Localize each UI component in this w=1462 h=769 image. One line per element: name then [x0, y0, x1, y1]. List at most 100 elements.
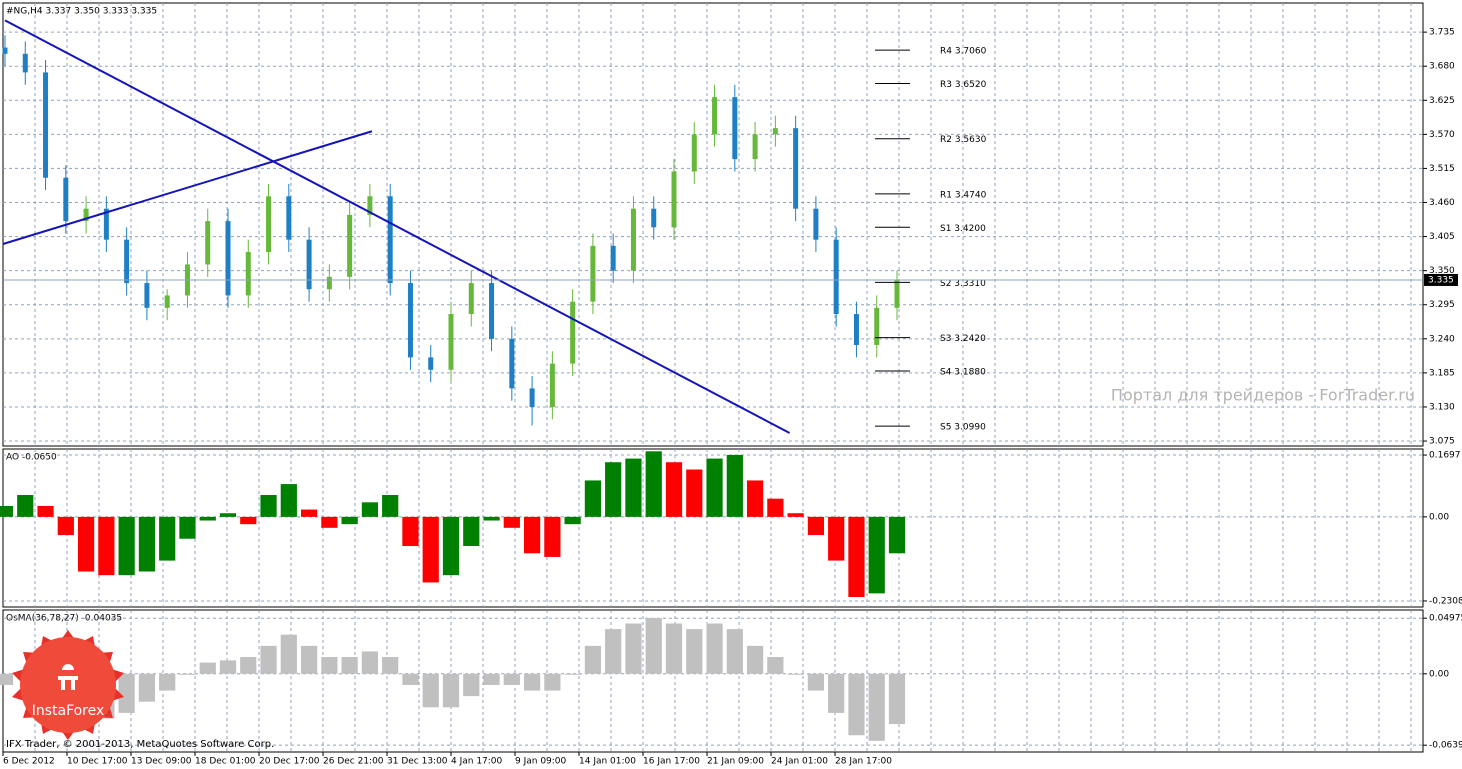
x-tick-label: 26 Dec 21:00 — [323, 757, 384, 767]
candle-body — [245, 252, 251, 296]
y-tick-label: 3.625 — [1429, 96, 1455, 106]
candle-body — [468, 283, 474, 315]
candle-body — [83, 208, 89, 222]
histogram-bar — [280, 484, 297, 517]
histogram-bar — [665, 623, 683, 674]
y-tick-label: 3.735 — [1429, 28, 1455, 38]
histogram-bar — [706, 458, 723, 517]
x-tick-label: 18 Dec 01:00 — [195, 757, 256, 767]
candle-body — [813, 208, 819, 240]
trendline — [4, 19, 791, 434]
candle-body — [225, 221, 231, 296]
logo-circle — [20, 637, 116, 733]
candle-body — [610, 245, 616, 271]
logo-icon — [58, 664, 78, 690]
histogram-bar — [686, 469, 703, 517]
histogram-bar — [240, 657, 257, 674]
y-tick-label: 0.1697 — [1429, 451, 1461, 461]
candle-body — [43, 72, 49, 178]
panel-title: #NG,H4 3.337 3.350 3.333 3.335 — [6, 7, 157, 17]
histogram-bar — [888, 516, 906, 554]
histogram-bar — [463, 516, 480, 547]
candle-body — [549, 363, 555, 407]
histogram-bar — [645, 451, 662, 517]
histogram-bar — [483, 516, 500, 521]
candle-body — [306, 239, 312, 290]
histogram-bar — [888, 673, 906, 725]
x-tick-label: 20 Dec 17:00 — [259, 757, 320, 767]
histogram-bar — [726, 629, 743, 674]
pivot-label: S4 3.1880 — [940, 368, 986, 378]
histogram-bar — [138, 516, 156, 572]
candle-body — [529, 388, 535, 407]
histogram-bar — [361, 651, 379, 674]
x-tick-label: 24 Jan 01:00 — [771, 757, 828, 767]
logo: InstaForex — [12, 630, 124, 740]
candle-body — [428, 357, 434, 370]
y-tick-label: 3.680 — [1429, 62, 1455, 72]
candle-body — [124, 239, 130, 284]
y-tick-label: 3.350 — [1429, 266, 1455, 276]
candle-body — [164, 295, 170, 308]
y-tick-label: 0.00 — [1429, 512, 1449, 522]
y-tick-label: -0.0639 — [1429, 741, 1462, 751]
candle-body — [266, 196, 272, 253]
histogram-bar — [746, 480, 764, 517]
histogram-bar — [868, 673, 885, 741]
histogram-bar — [544, 516, 561, 557]
histogram-bar — [382, 657, 399, 674]
pivot-label: R4 3.7060 — [940, 47, 987, 57]
candle-body — [894, 279, 900, 308]
x-tick-label: 4 Jan 17:00 — [451, 757, 503, 767]
histogram-bar — [605, 629, 622, 674]
y-tick-label: 3.185 — [1429, 368, 1455, 378]
histogram-bar — [625, 458, 642, 517]
candle-body — [448, 314, 454, 370]
x-tick-label: 9 Jan 09:00 — [515, 757, 567, 767]
histogram-bar — [828, 516, 845, 561]
candle-body — [387, 196, 393, 284]
histogram-bar — [422, 673, 439, 708]
histogram-bar — [341, 657, 358, 674]
logo-text: InstaForex — [32, 703, 105, 719]
histogram-bar — [37, 505, 54, 517]
candle-body — [144, 283, 150, 308]
histogram-bar — [260, 645, 277, 674]
x-tick-label: 28 Jan 17:00 — [835, 757, 892, 767]
histogram-bar — [280, 634, 297, 674]
histogram-bar — [625, 623, 642, 674]
candle-body — [326, 276, 332, 290]
y-tick-label: 3.405 — [1429, 232, 1455, 242]
histogram-bar — [159, 673, 176, 691]
histogram-bar — [382, 495, 399, 517]
histogram-bar — [584, 645, 602, 674]
y-tick-label: 3.075 — [1429, 437, 1455, 447]
histogram-bar — [77, 516, 95, 572]
histogram-bar — [17, 495, 34, 517]
y-tick-label: 3.240 — [1429, 334, 1455, 344]
histogram-bar — [442, 516, 460, 576]
candle-body — [732, 97, 738, 160]
histogram-bar — [341, 516, 358, 525]
x-tick-label: 16 Jan 17:00 — [643, 757, 700, 767]
panel-frame — [2, 448, 1424, 608]
panel-frame — [2, 2, 1424, 447]
histogram-bar — [219, 660, 237, 674]
x-tick-label: 10 Dec 17:00 — [67, 757, 128, 767]
histogram-bar — [300, 509, 318, 517]
histogram-bar — [665, 462, 683, 517]
candle-body — [205, 221, 211, 265]
histogram-bar — [300, 645, 318, 674]
histogram-bar — [483, 673, 500, 685]
histogram-bar — [361, 502, 379, 517]
candle-body — [691, 134, 697, 172]
pivot-label: S1 3.4200 — [940, 224, 986, 234]
last-price-box — [1424, 273, 1458, 286]
plot: 6 Dec 2012 10 Dec 17:00 13 Dec 09:00 18 Dec… — [0, 3, 1462, 767]
candle-body — [833, 239, 839, 315]
candle-body — [286, 196, 292, 240]
histogram-bar — [807, 516, 825, 536]
histogram-bar — [0, 505, 14, 517]
histogram-bar — [0, 673, 14, 685]
